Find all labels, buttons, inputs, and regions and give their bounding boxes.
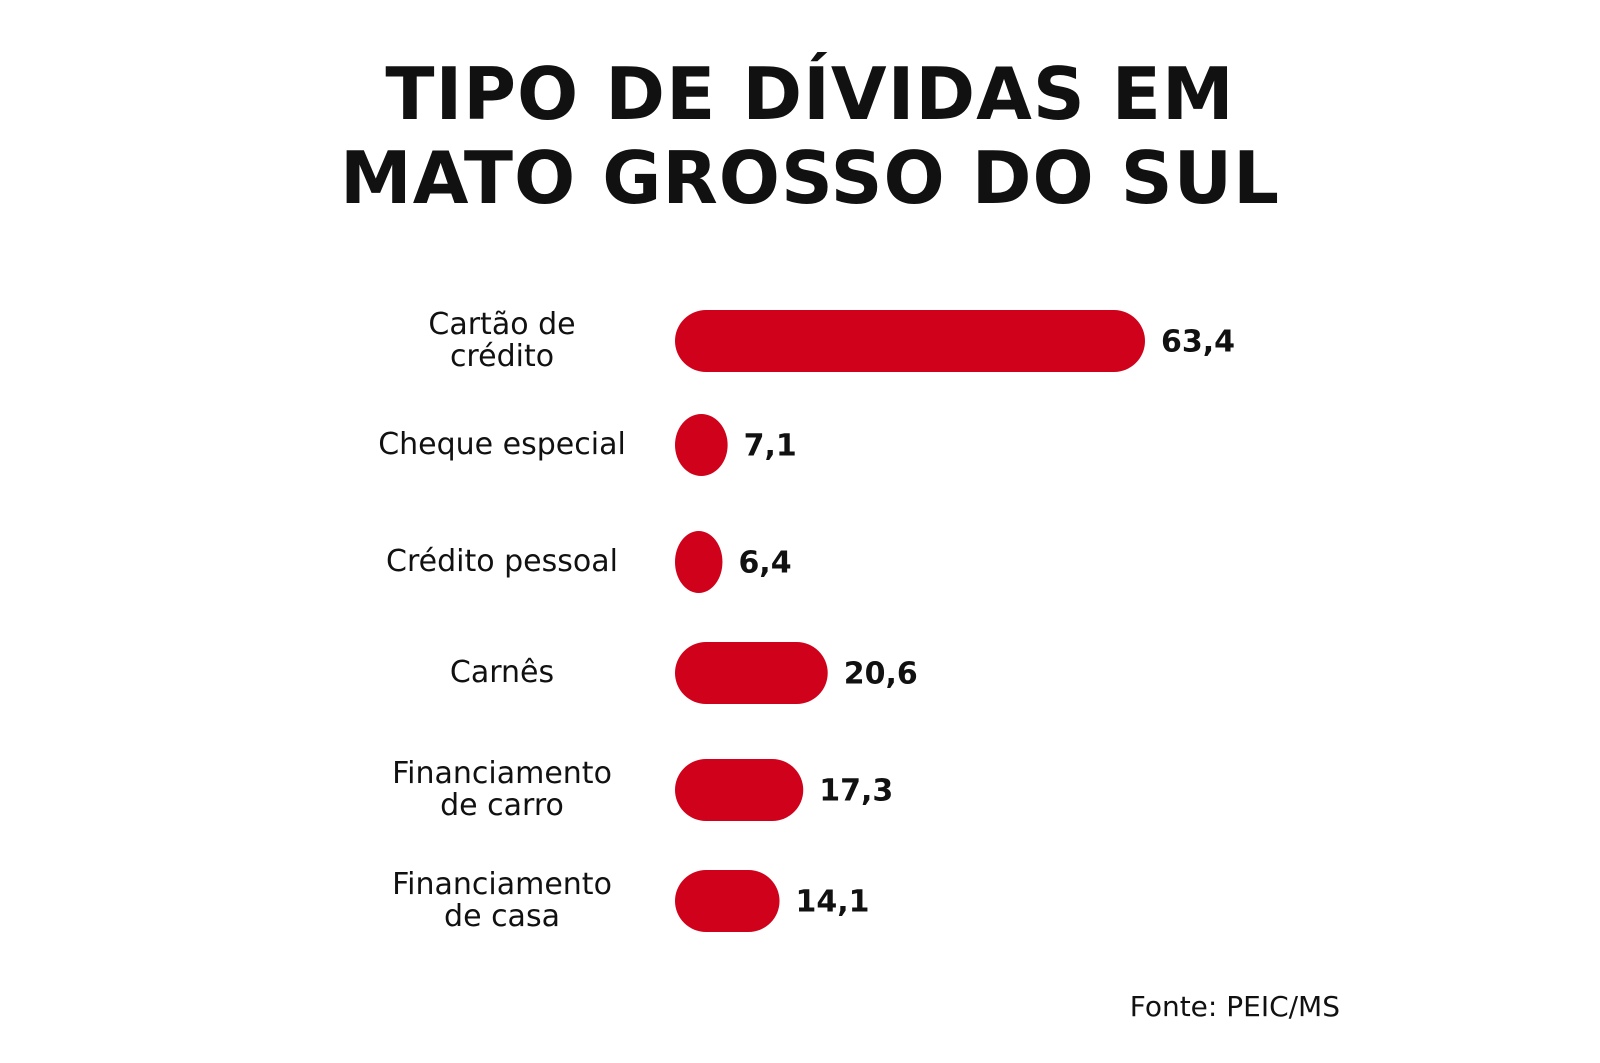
category-label: Financiamento de carro xyxy=(392,756,612,823)
category-label: Financiamento de casa xyxy=(392,867,612,934)
source-note: Fonte: PEIC/MS xyxy=(1129,990,1340,1023)
chart-title: TIPO DE DÍVIDAS EM MATO GROSSO DO SUL xyxy=(340,52,1280,220)
bar xyxy=(675,759,804,821)
bar xyxy=(675,414,728,476)
bar xyxy=(675,310,1145,372)
value-label: 63,4 xyxy=(1161,325,1235,360)
bar xyxy=(675,642,828,704)
value-label: 6,4 xyxy=(738,546,791,581)
category-label: Cartão de crédito xyxy=(428,307,576,374)
value-label: 14,1 xyxy=(796,885,870,920)
category-label: Cheque especial xyxy=(378,427,626,462)
category-label: Carnês xyxy=(449,655,555,690)
value-label: 7,1 xyxy=(744,429,797,464)
bar xyxy=(675,531,723,593)
value-label: 17,3 xyxy=(819,774,893,809)
category-label: Crédito pessoal xyxy=(386,544,618,579)
value-label: 20,6 xyxy=(844,657,918,692)
bar xyxy=(675,870,780,932)
